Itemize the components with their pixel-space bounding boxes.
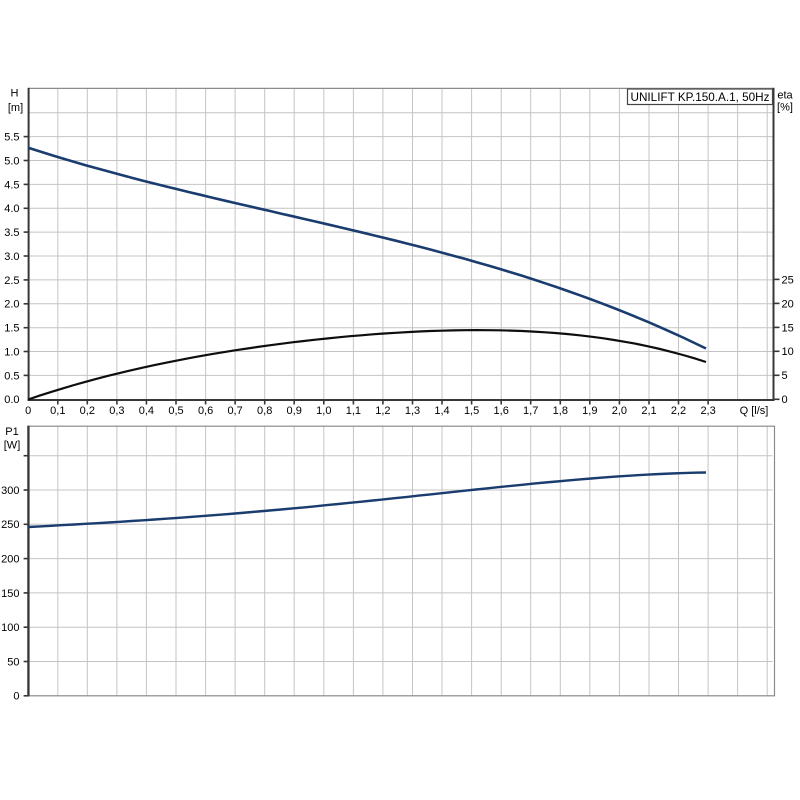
svg-text:0,5: 0,5	[168, 405, 183, 417]
svg-text:1,0: 1,0	[316, 405, 331, 417]
svg-text:150: 150	[1, 588, 19, 600]
svg-text:50: 50	[7, 656, 19, 668]
svg-text:1,3: 1,3	[405, 405, 420, 417]
svg-text:1,4: 1,4	[434, 405, 449, 417]
svg-text:0,8: 0,8	[257, 405, 272, 417]
svg-text:H: H	[11, 87, 19, 99]
svg-text:200: 200	[1, 554, 19, 566]
svg-text:0,1: 0,1	[50, 405, 65, 417]
svg-text:0,6: 0,6	[198, 405, 213, 417]
svg-text:2,3: 2,3	[700, 405, 715, 417]
svg-text:5.5: 5.5	[4, 132, 19, 144]
svg-text:0.0: 0.0	[4, 394, 19, 406]
svg-text:5: 5	[782, 370, 788, 382]
svg-text:Q [l/s]: Q [l/s]	[740, 405, 769, 417]
svg-text:1,6: 1,6	[494, 405, 509, 417]
svg-text:0.5: 0.5	[4, 370, 19, 382]
svg-text:1,7: 1,7	[523, 405, 538, 417]
svg-text:2,0: 2,0	[612, 405, 627, 417]
svg-text:0,3: 0,3	[109, 405, 124, 417]
svg-text:2,1: 2,1	[641, 405, 656, 417]
svg-text:3.5: 3.5	[4, 227, 19, 239]
svg-text:4.0: 4.0	[4, 203, 19, 215]
svg-text:20: 20	[782, 298, 794, 310]
svg-text:0,4: 0,4	[139, 405, 154, 417]
svg-text:25: 25	[782, 274, 794, 286]
svg-text:2.0: 2.0	[4, 299, 19, 311]
svg-text:100: 100	[1, 622, 19, 634]
svg-text:1.5: 1.5	[4, 323, 19, 335]
svg-text:0: 0	[13, 691, 19, 703]
svg-text:4.5: 4.5	[4, 179, 19, 191]
svg-text:0,2: 0,2	[80, 405, 95, 417]
svg-text:0,9: 0,9	[287, 405, 302, 417]
svg-text:P1: P1	[5, 426, 18, 438]
svg-text:10: 10	[782, 346, 794, 358]
svg-text:3.0: 3.0	[4, 251, 19, 263]
svg-text:[W]: [W]	[4, 439, 21, 451]
svg-text:0: 0	[782, 394, 788, 406]
svg-text:eta: eta	[777, 90, 793, 102]
svg-text:1,5: 1,5	[464, 405, 479, 417]
svg-text:2.5: 2.5	[4, 275, 19, 287]
svg-text:0: 0	[25, 405, 31, 417]
svg-text:1.0: 1.0	[4, 346, 19, 358]
svg-text:300: 300	[1, 485, 19, 497]
svg-text:2,2: 2,2	[671, 405, 686, 417]
svg-text:1,9: 1,9	[582, 405, 597, 417]
svg-text:1,1: 1,1	[346, 405, 361, 417]
svg-text:1,8: 1,8	[553, 405, 568, 417]
svg-text:0,7: 0,7	[227, 405, 242, 417]
svg-text:5.0: 5.0	[4, 155, 19, 167]
svg-text:UNILIFT KP.150.A.1, 50Hz: UNILIFT KP.150.A.1, 50Hz	[631, 90, 770, 104]
svg-text:[m]: [m]	[8, 102, 23, 114]
svg-text:15: 15	[782, 322, 794, 334]
svg-text:[%]: [%]	[777, 102, 793, 114]
svg-text:250: 250	[1, 519, 19, 531]
svg-text:1,2: 1,2	[375, 405, 390, 417]
